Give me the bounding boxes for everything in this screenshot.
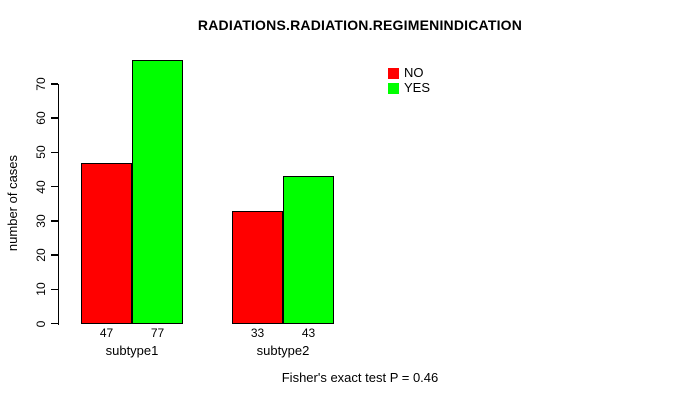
y-tick-label: 30	[34, 214, 48, 228]
category-label-subtype2: subtype2	[256, 343, 310, 358]
y-tick	[50, 185, 58, 188]
bar-subtype1-yes	[132, 60, 183, 325]
bar-subtype2-yes	[283, 176, 334, 325]
legend-row: NO	[388, 66, 430, 80]
y-tick-label: 60	[34, 111, 48, 125]
y-axis-line	[57, 84, 59, 325]
y-tick	[50, 322, 58, 325]
chart-title: RADIATIONS.RADIATION.REGIMENINDICATION	[197, 17, 523, 33]
bar-value-label: 47	[99, 326, 114, 340]
bar-value-label: 33	[250, 326, 265, 340]
y-tick-label: 10	[34, 282, 48, 296]
bar-subtype1-no	[81, 162, 132, 325]
y-tick	[50, 220, 58, 222]
y-tick-label: 0	[34, 320, 48, 327]
footnote: Fisher's exact test P = 0.46	[281, 370, 439, 385]
y-tick	[50, 151, 58, 154]
y-tick-label: 70	[34, 77, 48, 91]
bar-value-label: 77	[150, 326, 165, 340]
y-tick-label: 40	[34, 179, 48, 194]
legend-swatch-no	[388, 67, 399, 79]
y-axis-label: number of cases	[5, 154, 20, 252]
category-label-subtype1: subtype1	[105, 343, 159, 358]
legend-label-no: NO	[404, 65, 424, 80]
legend: NO YES	[388, 66, 430, 96]
y-tick	[50, 254, 58, 256]
legend-row: YES	[388, 81, 430, 95]
y-tick-label: 50	[34, 145, 48, 160]
y-tick-label: 20	[34, 248, 48, 262]
y-tick	[50, 83, 58, 85]
bar-value-label: 43	[301, 326, 316, 340]
legend-swatch-yes	[388, 82, 399, 94]
bar-subtype2-no	[232, 210, 283, 325]
y-tick	[50, 288, 58, 291]
y-tick	[50, 117, 58, 119]
legend-label-yes: YES	[404, 80, 431, 95]
